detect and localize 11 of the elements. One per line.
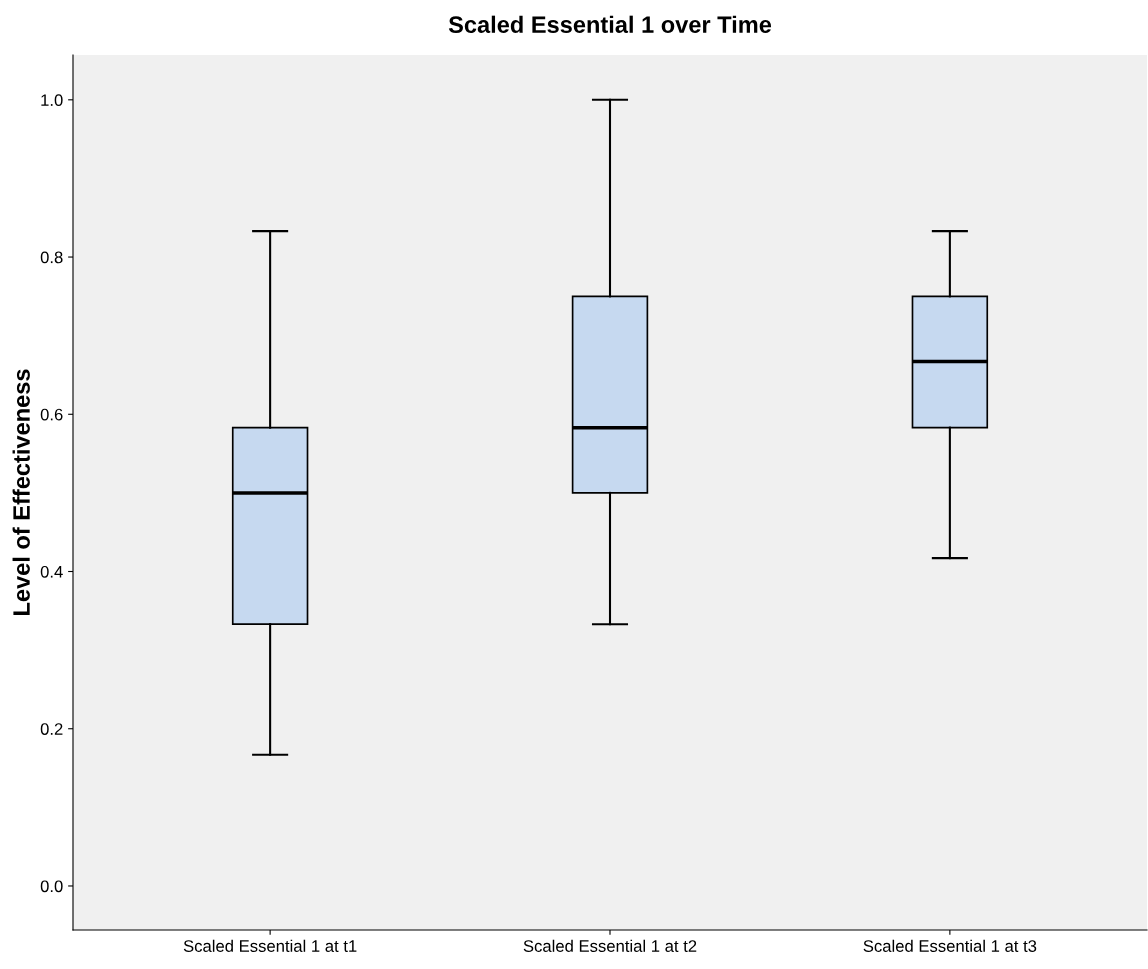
y-tick-label: 0.6 bbox=[40, 408, 63, 421]
x-tick-label: Scaled Essential 1 at t1 bbox=[183, 939, 357, 952]
chart-title: Scaled Essential 1 over Time bbox=[448, 15, 772, 34]
y-axis-title: Level of Effectiveness bbox=[12, 369, 30, 615]
x-tick-label: Scaled Essential 1 at t2 bbox=[523, 939, 697, 952]
y-tick-label: 1.0 bbox=[41, 94, 63, 107]
y-tick-label: 0.8 bbox=[40, 251, 63, 264]
y-tick-label: 0.2 bbox=[40, 723, 63, 735]
x-tick-label: Scaled Essential 1 at t3 bbox=[863, 939, 1037, 952]
y-tick-label: 0.4 bbox=[40, 565, 63, 578]
y-tick-label: 0.0 bbox=[40, 880, 63, 893]
